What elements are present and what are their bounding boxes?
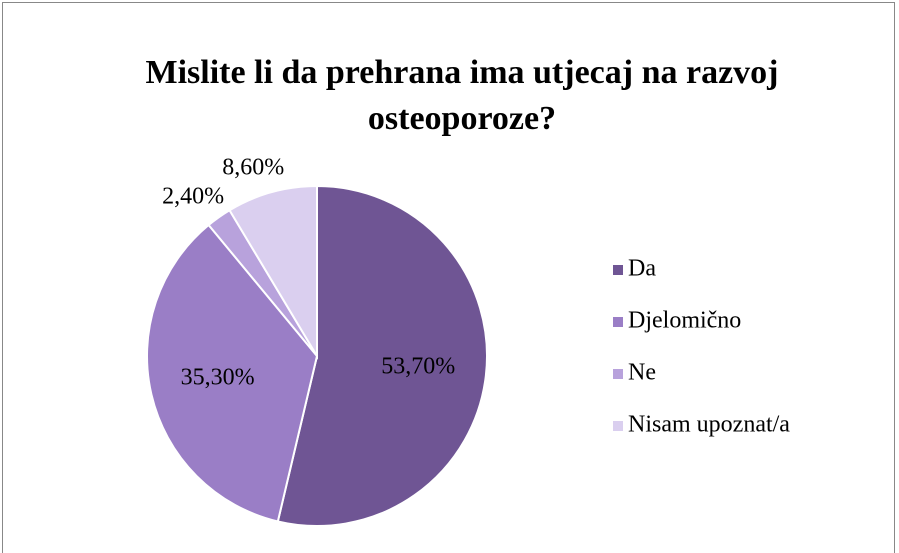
legend-swatch <box>613 369 623 379</box>
legend-swatch <box>613 317 623 327</box>
chart-title: Mislite li da prehrana ima utjecaj na ra… <box>145 54 779 137</box>
data-label: 53,70% <box>381 353 455 379</box>
legend-label: Djelomično <box>628 308 741 334</box>
data-label: 35,30% <box>181 365 255 391</box>
legend-label: Da <box>628 256 656 282</box>
legend-label: Ne <box>628 360 656 386</box>
pie-slice <box>146 223 319 523</box>
pie-slice <box>228 184 318 360</box>
data-label: 2,40% <box>162 183 224 209</box>
legend-swatch <box>613 421 623 431</box>
data-label: 8,60% <box>222 155 284 181</box>
pie-slice <box>276 184 488 527</box>
legend-label: Nisam upoznat/a <box>628 412 790 438</box>
legend-swatch <box>613 265 623 275</box>
